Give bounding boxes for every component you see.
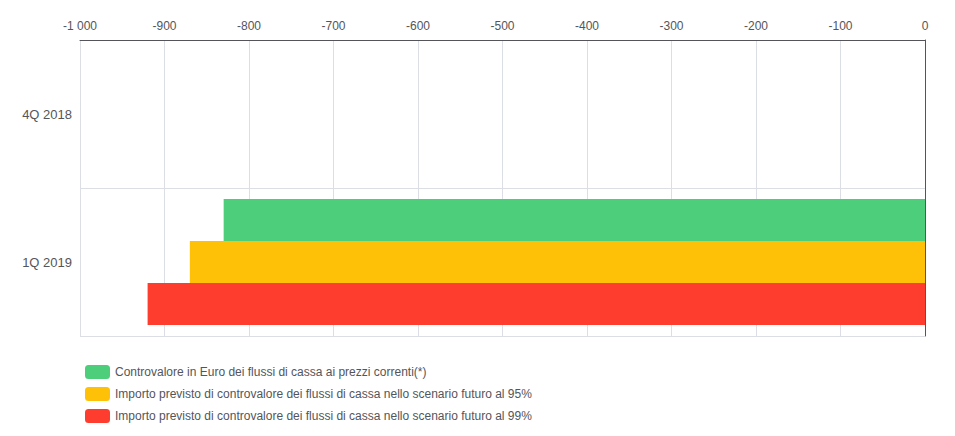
svg-text:-200: -200 — [744, 19, 768, 33]
svg-text:-1 000: -1 000 — [63, 19, 97, 33]
svg-text:-300: -300 — [659, 19, 683, 33]
svg-text:Importo previsto di controvalo: Importo previsto di controvalore dei flu… — [115, 387, 532, 401]
svg-text:Controvalore in Euro dei fluss: Controvalore in Euro dei flussi di cassa… — [115, 365, 426, 379]
svg-text:-900: -900 — [152, 19, 176, 33]
svg-text:0: 0 — [922, 19, 929, 33]
svg-text:-100: -100 — [828, 19, 852, 33]
svg-text:-700: -700 — [321, 19, 345, 33]
svg-text:-600: -600 — [406, 19, 430, 33]
svg-text:4Q 2018: 4Q 2018 — [22, 107, 72, 122]
svg-text:Importo previsto di controvalo: Importo previsto di controvalore dei flu… — [115, 409, 532, 423]
svg-text:1Q 2019: 1Q 2019 — [22, 255, 72, 270]
svg-text:-500: -500 — [490, 19, 514, 33]
svg-text:-400: -400 — [575, 19, 599, 33]
svg-text:-800: -800 — [237, 19, 261, 33]
